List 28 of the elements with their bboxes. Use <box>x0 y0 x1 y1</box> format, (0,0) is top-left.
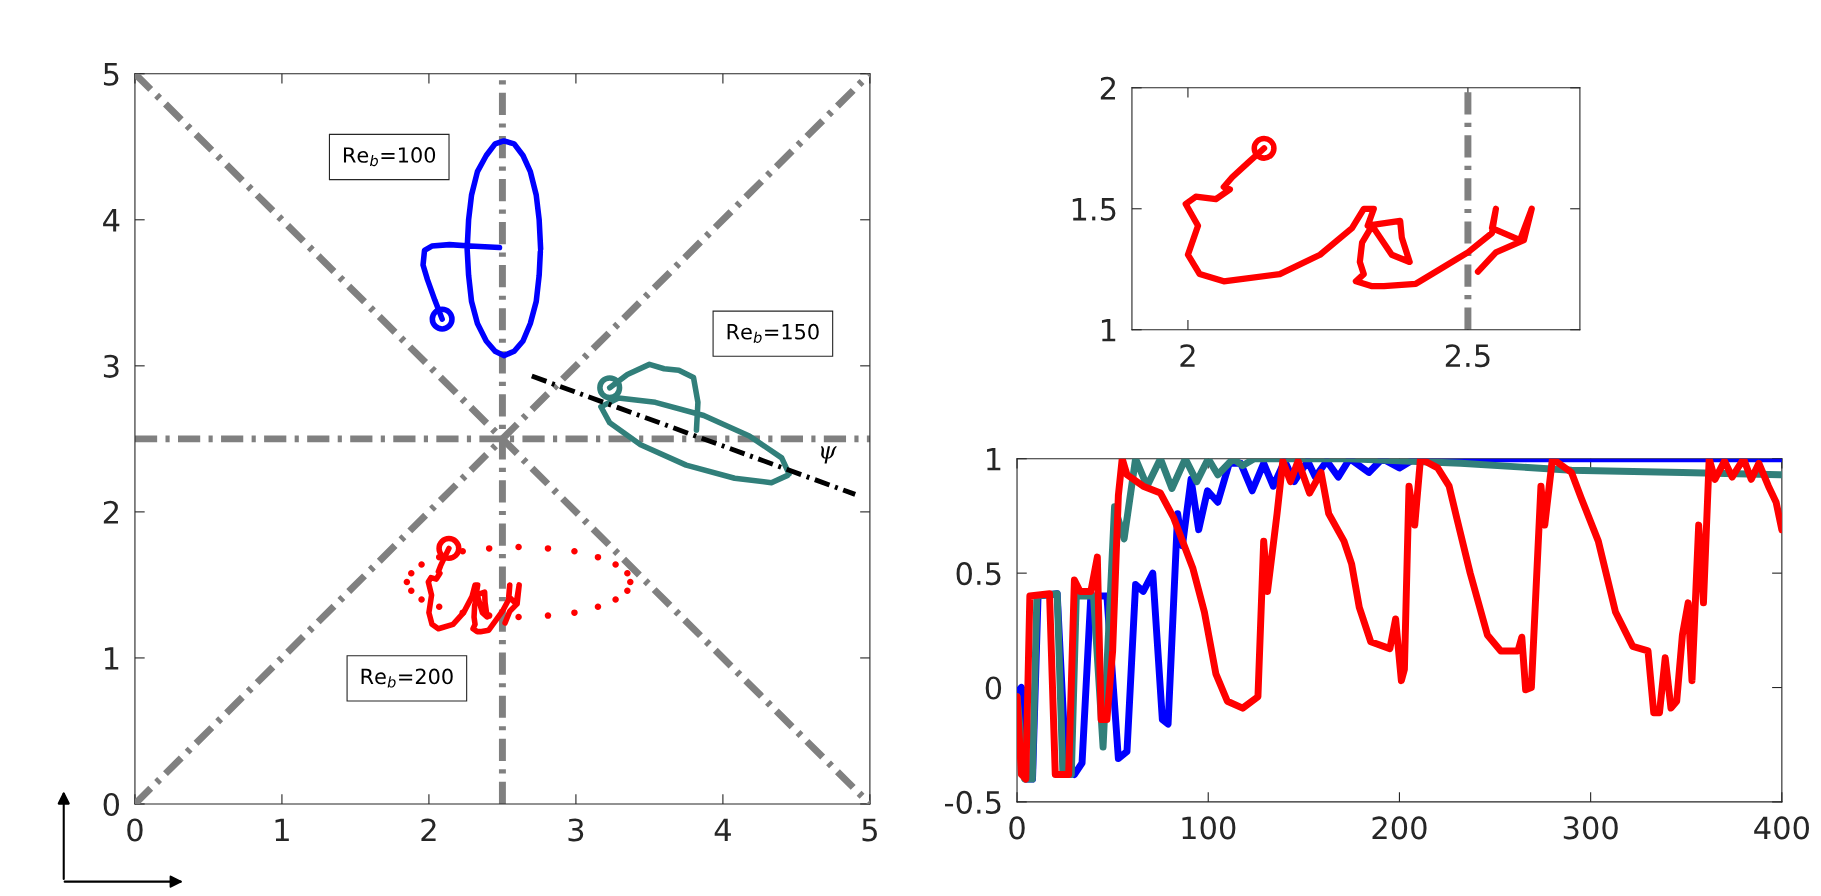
x-tick-label: 300 <box>1563 816 1618 840</box>
x-tick-label: 2.5 <box>1445 344 1490 368</box>
annotation: Re$_{b}$=200 <box>361 668 453 688</box>
x-tick-label: 4 <box>714 818 731 842</box>
y-tick-label: 0.5 <box>956 562 1001 586</box>
y-tick-label: 1 <box>1101 319 1116 342</box>
x-tick-label: 0 <box>127 818 143 842</box>
x-tick-label: 400 <box>1754 816 1809 840</box>
x-tick-label: 5 <box>862 818 877 842</box>
annotation: Re$_{b}$=100 <box>343 147 436 167</box>
x-tick-label: 0 <box>1009 816 1025 840</box>
x-tick-label: 1 <box>275 818 289 842</box>
x-tick-label: 3 <box>568 818 584 842</box>
y-tick-label: 2 <box>1100 76 1115 100</box>
y-tick-label: 1.5 <box>1072 198 1116 221</box>
y-tick-label: 1 <box>104 647 119 670</box>
x-tick-label: 100 <box>1182 816 1236 840</box>
x-tick-label: 200 <box>1372 816 1427 840</box>
y-tick-label: 2 <box>103 500 118 524</box>
y-tick-label: 4 <box>103 209 120 232</box>
annotation: ψ <box>821 446 837 464</box>
y-tick-label: -0.5 <box>945 790 1001 814</box>
y-tick-label: 0 <box>103 792 120 817</box>
y-tick-label: 1 <box>987 448 1001 471</box>
x-tick-label: 2 <box>421 818 436 842</box>
y-tick-label: 5 <box>103 63 119 86</box>
y-tick-label: 0 <box>985 676 1002 700</box>
annotation: Re$_{b}$=150 <box>727 323 819 343</box>
